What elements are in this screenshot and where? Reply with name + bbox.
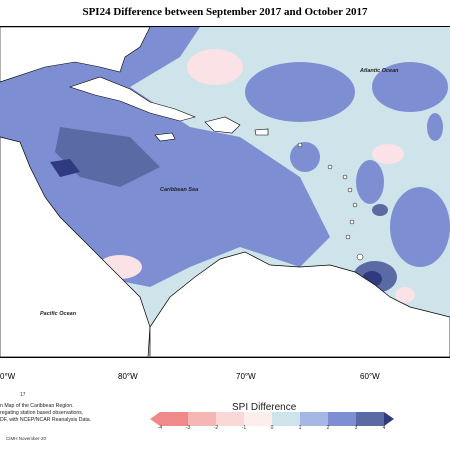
legend-swatch-6: [300, 412, 328, 426]
negative-anomaly-bahamas: [187, 49, 243, 85]
credit-text: CIMH November-20: [6, 436, 47, 441]
caption-line-1: n Map of the Caribbean Region.: [0, 403, 74, 409]
central-america-land: [0, 136, 151, 357]
legend-tick: 3: [354, 425, 358, 431]
legend-tick: -4: [157, 425, 163, 431]
puerto-rico-land: [254, 128, 269, 136]
legend-tick: 4: [382, 425, 386, 431]
longitude-label-80w: 80°W: [118, 372, 138, 381]
longitude-label-70w: 70°W: [236, 372, 256, 381]
longitude-label-60w: 60°W: [360, 372, 380, 381]
negative-anomaly-leeward: [372, 144, 404, 164]
legend-tick: -2: [213, 425, 219, 431]
legend-swatch-1: [160, 412, 188, 426]
caribbean-sea-label: Caribbean Sea: [160, 187, 198, 193]
jamaica-land: [154, 132, 176, 142]
legend-arrow-right: [384, 412, 394, 426]
legend-tick: -3: [185, 425, 191, 431]
strong-anomaly-gulf: [55, 127, 160, 187]
legend-swatch-8: [356, 412, 384, 426]
pacific-ocean-label: Pacific Ocean: [40, 311, 77, 317]
positive-anomaly-antilles: [290, 142, 320, 172]
positive-anomaly-atlantic: [245, 62, 355, 122]
positive-anomaly-ne: [372, 62, 448, 112]
map-caption: n Map of the Caribbean Region. regating …: [0, 403, 140, 424]
legend-tick: -1: [241, 425, 247, 431]
caption-line-3: DF, with NCEP/NCAR Reanalysis Data.: [0, 417, 92, 423]
legend-swatch-7: [328, 412, 356, 426]
negative-anomaly-guyana: [395, 287, 415, 303]
very-strong-anomaly: [50, 159, 80, 177]
longitude-label-0: 0°W: [0, 372, 16, 381]
legend-swatch-2: [188, 412, 216, 426]
florida-land: [0, 27, 151, 83]
positive-anomaly-east: [427, 113, 443, 141]
map-area: Atlantic Ocean Caribbean Sea Pacific Oce…: [0, 26, 450, 358]
map-title: SPI24 Difference between September 2017 …: [82, 6, 368, 18]
legend-colorbar: [150, 412, 394, 426]
lesser-antilles: [297, 142, 364, 261]
positive-anomaly-west: [0, 27, 330, 287]
positive-anomaly-guiana: [390, 187, 450, 267]
legend-tick: 0: [270, 425, 274, 431]
strong-anomaly-barbados: [372, 204, 388, 216]
legend-swatch-4: [244, 412, 272, 426]
positive-anomaly-lesser-antilles: [356, 160, 384, 204]
legend-swatch-3: [216, 412, 244, 426]
year-fragment: 17: [20, 392, 26, 398]
legend-arrow-left: [150, 412, 160, 426]
legend-title: SPI Difference: [232, 402, 297, 413]
legend-tick: 2: [326, 425, 330, 431]
legend-swatch-5: [272, 412, 300, 426]
spi-map: Atlantic Ocean Caribbean Sea Pacific Oce…: [0, 27, 450, 357]
atlantic-ocean-label: Atlantic Ocean: [359, 68, 399, 74]
hispaniola-land: [204, 116, 241, 134]
south-america-land: [149, 251, 450, 357]
cuba-land: [69, 76, 196, 122]
legend-tick: 1: [298, 425, 302, 431]
caption-line-2: regating station based observations,: [0, 410, 84, 416]
